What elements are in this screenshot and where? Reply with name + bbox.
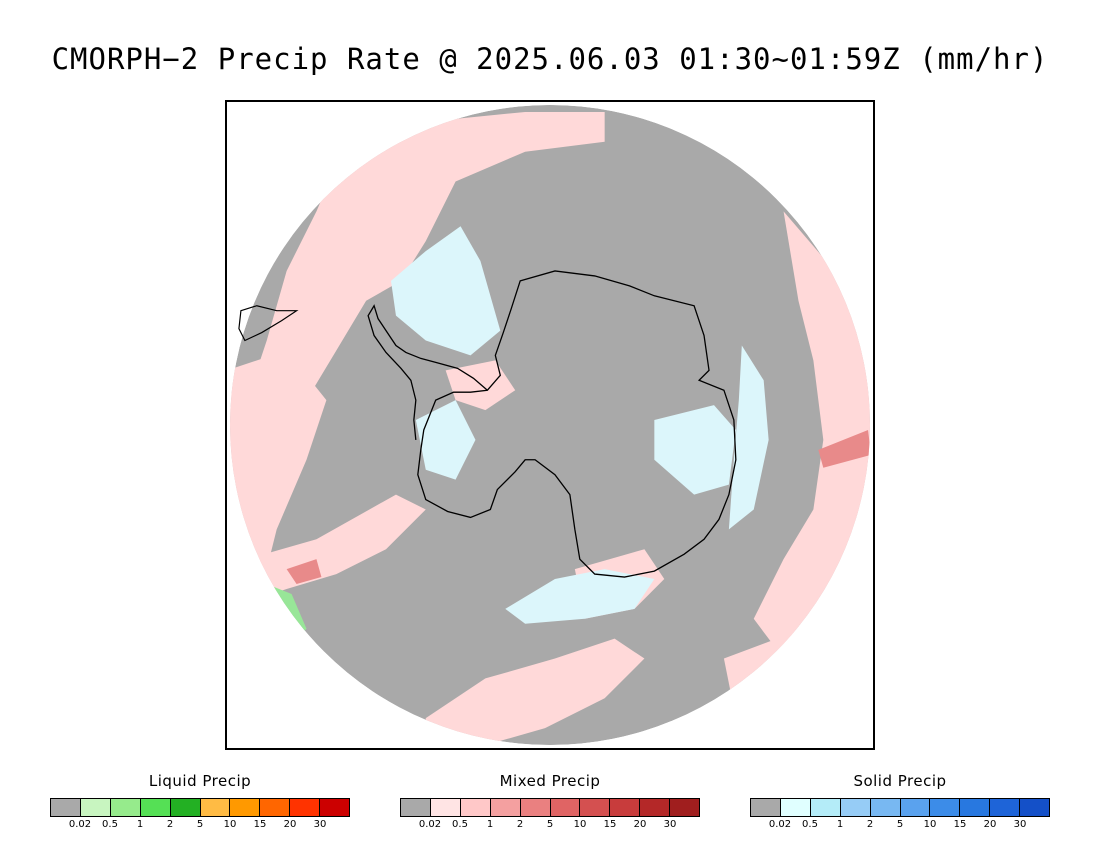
legend-swatch — [520, 799, 551, 816]
legend-title-mixed: Mixed Precip — [499, 772, 601, 790]
legend-swatch — [1020, 799, 1050, 816]
legend-tick-label: 10 — [573, 819, 587, 830]
legend-swatch — [870, 799, 901, 816]
legend-swatches-liquid — [50, 798, 350, 817]
legend-swatch — [780, 799, 811, 816]
legend-swatch — [140, 799, 171, 816]
legend-tick-label: 0.02 — [768, 819, 792, 830]
antarctic-peninsula-coastline — [367, 304, 488, 440]
legend-swatch — [110, 799, 141, 816]
legend-tick-label: 5 — [896, 819, 904, 830]
legend-mixed: Mixed Precip 0.02 0.5 1 2 5 10 15 20 30 — [400, 772, 700, 833]
legend-tick-label: 30 — [1013, 819, 1027, 830]
legend-tick-label: 5 — [546, 819, 554, 830]
legend-solid: Solid Precip 0.02 0.5 1 2 5 10 15 20 30 — [750, 772, 1050, 833]
solid-precip-area — [390, 226, 501, 356]
legend-swatch — [170, 799, 201, 816]
legend-tick-label: 30 — [663, 819, 677, 830]
mixed-precip-area — [753, 211, 871, 659]
legend-tick-label: 10 — [923, 819, 937, 830]
solid-precip-area — [728, 345, 769, 530]
legend-swatch — [200, 799, 231, 816]
solid-precip-area — [505, 569, 655, 624]
legend-tick-label: 1 — [486, 819, 494, 830]
mixed-precip-heavy — [286, 559, 322, 585]
legend-swatch — [930, 799, 961, 816]
south-america-coastline — [238, 305, 299, 342]
legend-tick-label: 1 — [836, 819, 844, 830]
legend-tick-label: 15 — [953, 819, 967, 830]
legend-tick-label: 5 — [196, 819, 204, 830]
legend-swatch — [80, 799, 111, 816]
legend-tick-label: 0.5 — [452, 819, 468, 830]
legend-swatches-solid — [750, 798, 1050, 817]
legend-liquid: Liquid Precip 0.02 0.5 1 2 5 10 15 20 30 — [50, 772, 350, 833]
legend-tick-label: 0.02 — [68, 819, 92, 830]
legend-tick-label: 10 — [223, 819, 237, 830]
legend-tick-label: 20 — [283, 819, 297, 830]
legend-title-liquid: Liquid Precip — [148, 772, 252, 790]
mixed-precip-area — [445, 360, 516, 411]
legend-swatch — [430, 799, 461, 816]
legend-tick-label: 2 — [866, 819, 874, 830]
legend-tick-label: 15 — [603, 819, 617, 830]
legend-swatch — [990, 799, 1021, 816]
solid-precip-area — [654, 405, 736, 495]
legend-swatch — [550, 799, 581, 816]
legend-swatch — [260, 799, 291, 816]
precip-field — [229, 104, 871, 746]
legend-swatch — [840, 799, 871, 816]
legend-swatches-mixed — [400, 798, 700, 817]
legend-tick-label: 0.02 — [418, 819, 442, 830]
mixed-precip-area — [246, 111, 605, 430]
legend-tick-label: 20 — [633, 819, 647, 830]
legend-swatch — [290, 799, 321, 816]
legend-ticks-liquid: 0.02 0.5 1 2 5 10 15 20 30 — [50, 819, 350, 833]
polar-map — [229, 104, 871, 746]
legend-title-solid: Solid Precip — [853, 772, 947, 790]
legend-tick-label: 20 — [983, 819, 997, 830]
legend-tick-label: 1 — [136, 819, 144, 830]
legend-tick-label: 0.5 — [802, 819, 818, 830]
legend-swatch — [401, 799, 431, 816]
legend-tick-label: 0.5 — [102, 819, 118, 830]
legend-swatch — [580, 799, 611, 816]
legend-tick-label: 2 — [516, 819, 524, 830]
legend-swatch — [670, 799, 700, 816]
mixed-precip-heavy — [818, 429, 871, 468]
legend-swatch — [51, 799, 81, 816]
mixed-precip-area — [425, 638, 645, 746]
legend-swatch — [610, 799, 641, 816]
legend-tick-label: 15 — [253, 819, 267, 830]
mixed-precip-area — [229, 350, 327, 580]
solid-precip-area — [415, 400, 476, 480]
map-frame — [225, 100, 875, 750]
legend-swatch — [960, 799, 991, 816]
legend-tick-label: 30 — [313, 819, 327, 830]
legend-swatch — [460, 799, 491, 816]
legend-swatch — [751, 799, 781, 816]
antarctica-coastline — [417, 270, 737, 578]
legend-ticks-mixed: 0.02 0.5 1 2 5 10 15 20 30 — [400, 819, 700, 833]
legend-ticks-solid: 0.02 0.5 1 2 5 10 15 20 30 — [750, 819, 1050, 833]
legend-swatch — [810, 799, 841, 816]
legend-swatch — [320, 799, 350, 816]
legend-swatch — [230, 799, 261, 816]
map-title: CMORPH−2 Precip Rate @ 2025.06.03 01:30~… — [51, 42, 1049, 76]
legend-swatch — [900, 799, 931, 816]
legend-swatch — [490, 799, 521, 816]
legend-swatch — [640, 799, 671, 816]
legend-tick-label: 2 — [166, 819, 174, 830]
